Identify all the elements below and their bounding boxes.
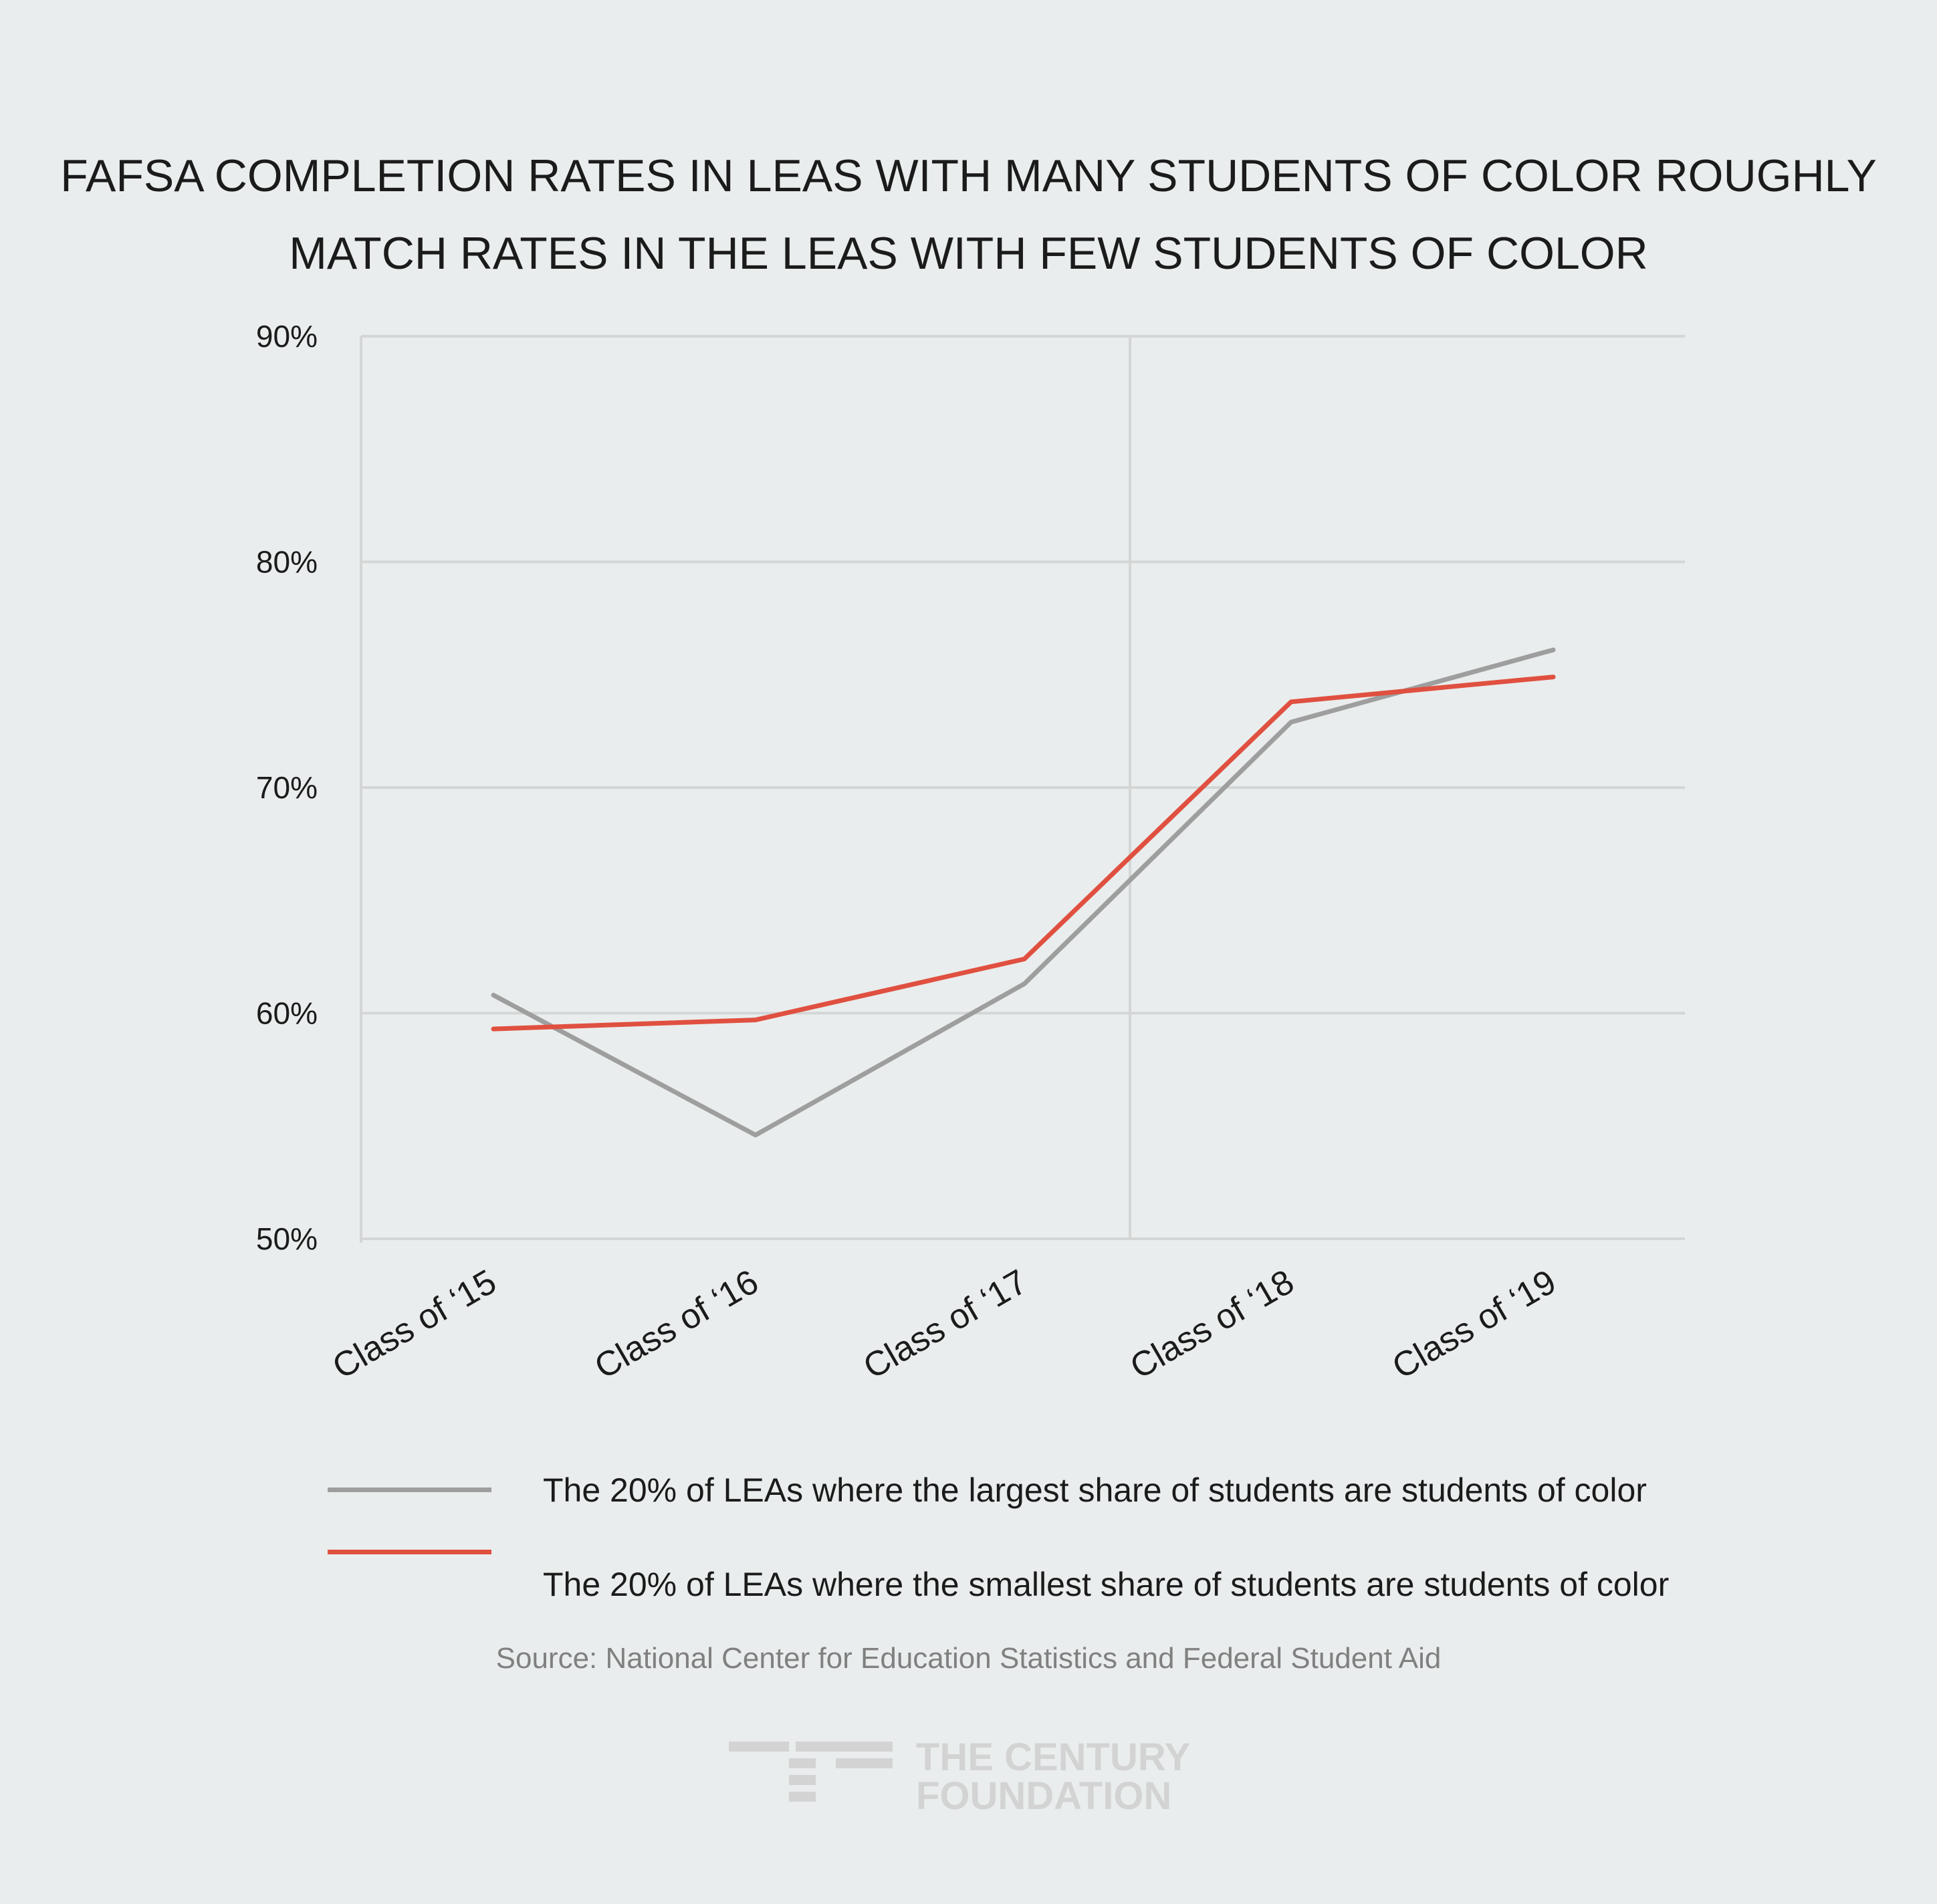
century-foundation-logo: THE CENTURY FOUNDATION bbox=[729, 1738, 1210, 1818]
logo-bar bbox=[836, 1758, 893, 1768]
chart-title-line-2: MATCH RATES IN THE LEAS WITH FEW STUDENT… bbox=[289, 228, 1648, 279]
logo-bar bbox=[789, 1775, 816, 1785]
y-tick-label: 50% bbox=[256, 1221, 318, 1256]
y-tick-label: 60% bbox=[256, 996, 318, 1031]
x-tick-label: Class of ‘16 bbox=[588, 1262, 765, 1387]
x-tick-label: Class of ‘15 bbox=[326, 1262, 503, 1387]
series-line-largest-share bbox=[491, 647, 1556, 1138]
logo-text-line-1: THE CENTURY bbox=[916, 1736, 1191, 1779]
y-tick-label: 70% bbox=[256, 770, 318, 805]
x-tick-labels: Class of ‘15 Class of ‘16 Class of ‘17 Clas… bbox=[326, 1262, 1563, 1387]
logo-bar bbox=[789, 1792, 816, 1802]
legend-label-smallest-share: The 20% of LEAs where the smallest share… bbox=[543, 1566, 1670, 1603]
x-tick-label: Class of ‘19 bbox=[1386, 1262, 1563, 1387]
logo-text-line-2: FOUNDATION bbox=[916, 1774, 1172, 1818]
x-tick-label: Class of ‘18 bbox=[1124, 1262, 1300, 1387]
logo-bar bbox=[789, 1758, 816, 1768]
gridlines bbox=[361, 335, 1685, 1240]
logo-bar bbox=[796, 1742, 893, 1752]
series-line-smallest-share bbox=[491, 675, 1556, 1032]
series-lines bbox=[491, 647, 1556, 1138]
chart-title: FAFSA COMPLETION RATES IN LEAS WITH MANY… bbox=[0, 137, 1937, 292]
axes bbox=[360, 336, 1131, 1243]
legend-label-largest-share: The 20% of LEAs where the largest share … bbox=[543, 1471, 1647, 1509]
y-tick-label: 90% bbox=[256, 319, 318, 354]
legend-swatch-red bbox=[328, 1550, 491, 1554]
logo-bar bbox=[729, 1742, 789, 1752]
y-tick-label: 80% bbox=[256, 545, 318, 580]
chart-title-line-1: FAFSA COMPLETION RATES IN LEAS WITH MANY… bbox=[60, 150, 1877, 201]
source-note: Source: National Center for Education St… bbox=[495, 1642, 1442, 1675]
y-tick-labels: 50% 60% 70% 80% 90% bbox=[256, 319, 318, 1256]
legend-swatch-gray bbox=[328, 1488, 491, 1492]
x-tick-label: Class of ‘17 bbox=[857, 1262, 1034, 1387]
logo-text: THE CENTURY FOUNDATION bbox=[916, 1738, 1190, 1816]
